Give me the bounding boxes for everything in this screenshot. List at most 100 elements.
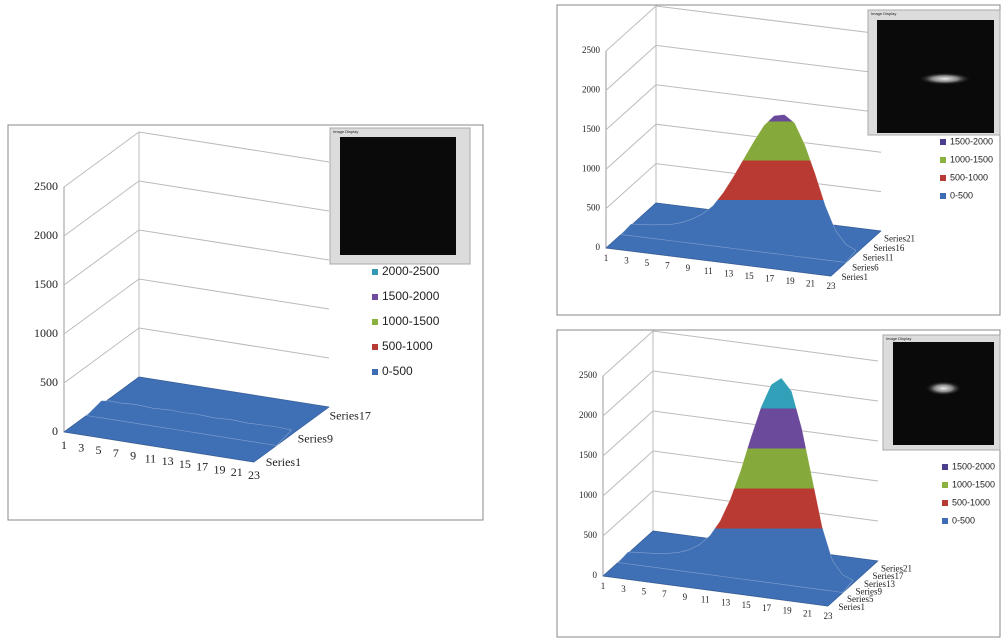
- x-tick-label: 3: [621, 584, 626, 594]
- legend-swatch: [372, 319, 378, 325]
- legend-label: 500-1000: [382, 339, 433, 353]
- y-tick-label: 1000: [579, 490, 598, 500]
- x-tick-label: 7: [665, 261, 670, 271]
- legend-swatch: [940, 193, 946, 199]
- x-tick-label: 21: [231, 465, 243, 479]
- x-tick-label: 19: [783, 606, 793, 616]
- y-tick-label: 2500: [582, 45, 601, 55]
- inset-title: Image Display: [333, 129, 358, 134]
- x-tick-label: 13: [721, 597, 731, 607]
- y-tick-label: 2000: [34, 228, 58, 242]
- x-tick-label: 13: [162, 454, 174, 468]
- inset-title: Image Display: [871, 11, 896, 16]
- legend-swatch: [372, 344, 378, 350]
- depth-label: Series1: [266, 455, 301, 469]
- legend-swatch: [940, 175, 946, 181]
- depth-label: Series1: [842, 272, 869, 282]
- x-tick-label: 15: [745, 271, 755, 281]
- legend-label: 500-1000: [950, 172, 988, 182]
- y-tick-label: 1500: [34, 277, 58, 291]
- depth-label: Series1: [839, 602, 866, 612]
- y-tick-label: 1500: [579, 450, 598, 460]
- x-tick-label: 13: [724, 268, 734, 278]
- legend-label: 2000-2500: [382, 264, 440, 278]
- x-tick-label: 17: [765, 273, 775, 283]
- inset-glow: [918, 72, 971, 85]
- x-tick-label: 5: [645, 258, 650, 268]
- legend-swatch: [942, 518, 948, 524]
- grid-line: [602, 370, 879, 417]
- x-tick-label: 1: [604, 253, 609, 263]
- legend-label: 0-500: [952, 515, 975, 525]
- legend-swatch: [372, 269, 378, 275]
- grid-line: [63, 131, 330, 188]
- legend-label: 1500-2000: [382, 289, 440, 303]
- grid-line: [602, 410, 879, 457]
- legend-swatch: [372, 294, 378, 300]
- y-tick-label: 500: [587, 203, 601, 213]
- grid-line: [605, 5, 882, 52]
- y-tick-label: 2000: [582, 84, 601, 94]
- x-tick-label: 11: [704, 266, 713, 276]
- y-tick-label: 1000: [582, 163, 601, 173]
- y-tick-label: 1000: [34, 326, 58, 340]
- y-tick-label: 1500: [582, 124, 601, 134]
- x-tick-label: 23: [827, 281, 837, 291]
- x-tick-label: 15: [742, 600, 752, 610]
- legend-label: 1500-2000: [950, 136, 993, 146]
- x-tick-label: 1: [61, 438, 67, 452]
- x-tick-label: 7: [662, 589, 667, 599]
- y-tick-label: 2500: [34, 179, 58, 193]
- grid-line: [605, 123, 882, 170]
- y-tick-label: 0: [593, 570, 598, 580]
- x-tick-label: 9: [130, 449, 136, 463]
- legend-swatch: [372, 369, 378, 375]
- depth-label: Series5: [847, 594, 874, 604]
- y-tick-label: 0: [52, 424, 58, 438]
- legend-label: 1000-1500: [382, 314, 440, 328]
- depth-label: Series9: [856, 587, 883, 597]
- legend-label: 0-500: [382, 364, 413, 378]
- grid-line: [63, 229, 330, 286]
- legend-swatch: [940, 157, 946, 163]
- x-tick-label: 3: [78, 440, 84, 454]
- legend-swatch: [942, 464, 948, 470]
- legend-swatch: [942, 500, 948, 506]
- x-tick-label: 5: [642, 587, 647, 597]
- y-tick-label: 2500: [579, 370, 598, 380]
- x-tick-label: 7: [113, 446, 119, 460]
- legend-label: 0-500: [950, 190, 973, 200]
- surface-ridge: [617, 377, 854, 593]
- x-tick-label: 11: [701, 595, 710, 605]
- x-tick-label: 9: [686, 263, 691, 273]
- depth-label: Series17: [330, 408, 371, 422]
- legend-label: 1500-2000: [952, 461, 995, 471]
- inset-title: Image Display: [886, 336, 911, 341]
- depth-label: Series13: [864, 579, 895, 589]
- depth-label: Series16: [873, 243, 904, 253]
- x-tick-label: 11: [145, 451, 157, 465]
- grid-line: [605, 84, 882, 131]
- depth-label: Series17: [873, 571, 904, 581]
- y-tick-label: 0: [596, 242, 601, 252]
- x-tick-label: 19: [213, 462, 225, 476]
- x-tick-label: 15: [179, 457, 191, 471]
- x-tick-label: 19: [786, 276, 796, 286]
- x-tick-label: 21: [806, 279, 815, 289]
- inset-glow: [925, 381, 962, 396]
- x-tick-label: 23: [824, 611, 834, 621]
- y-tick-label: 500: [40, 375, 58, 389]
- y-tick-label: 2000: [579, 410, 598, 420]
- y-tick-label: 500: [584, 530, 598, 540]
- x-tick-label: 3: [624, 256, 629, 266]
- grid-line: [63, 327, 330, 384]
- x-tick-label: 9: [683, 592, 688, 602]
- legend-swatch: [940, 139, 946, 145]
- x-tick-label: 17: [196, 460, 208, 474]
- x-tick-label: 1: [601, 581, 606, 591]
- x-tick-label: 17: [762, 603, 772, 613]
- surface-ridge: [620, 114, 857, 263]
- grid-line: [63, 180, 330, 237]
- depth-label: Series9: [298, 432, 333, 446]
